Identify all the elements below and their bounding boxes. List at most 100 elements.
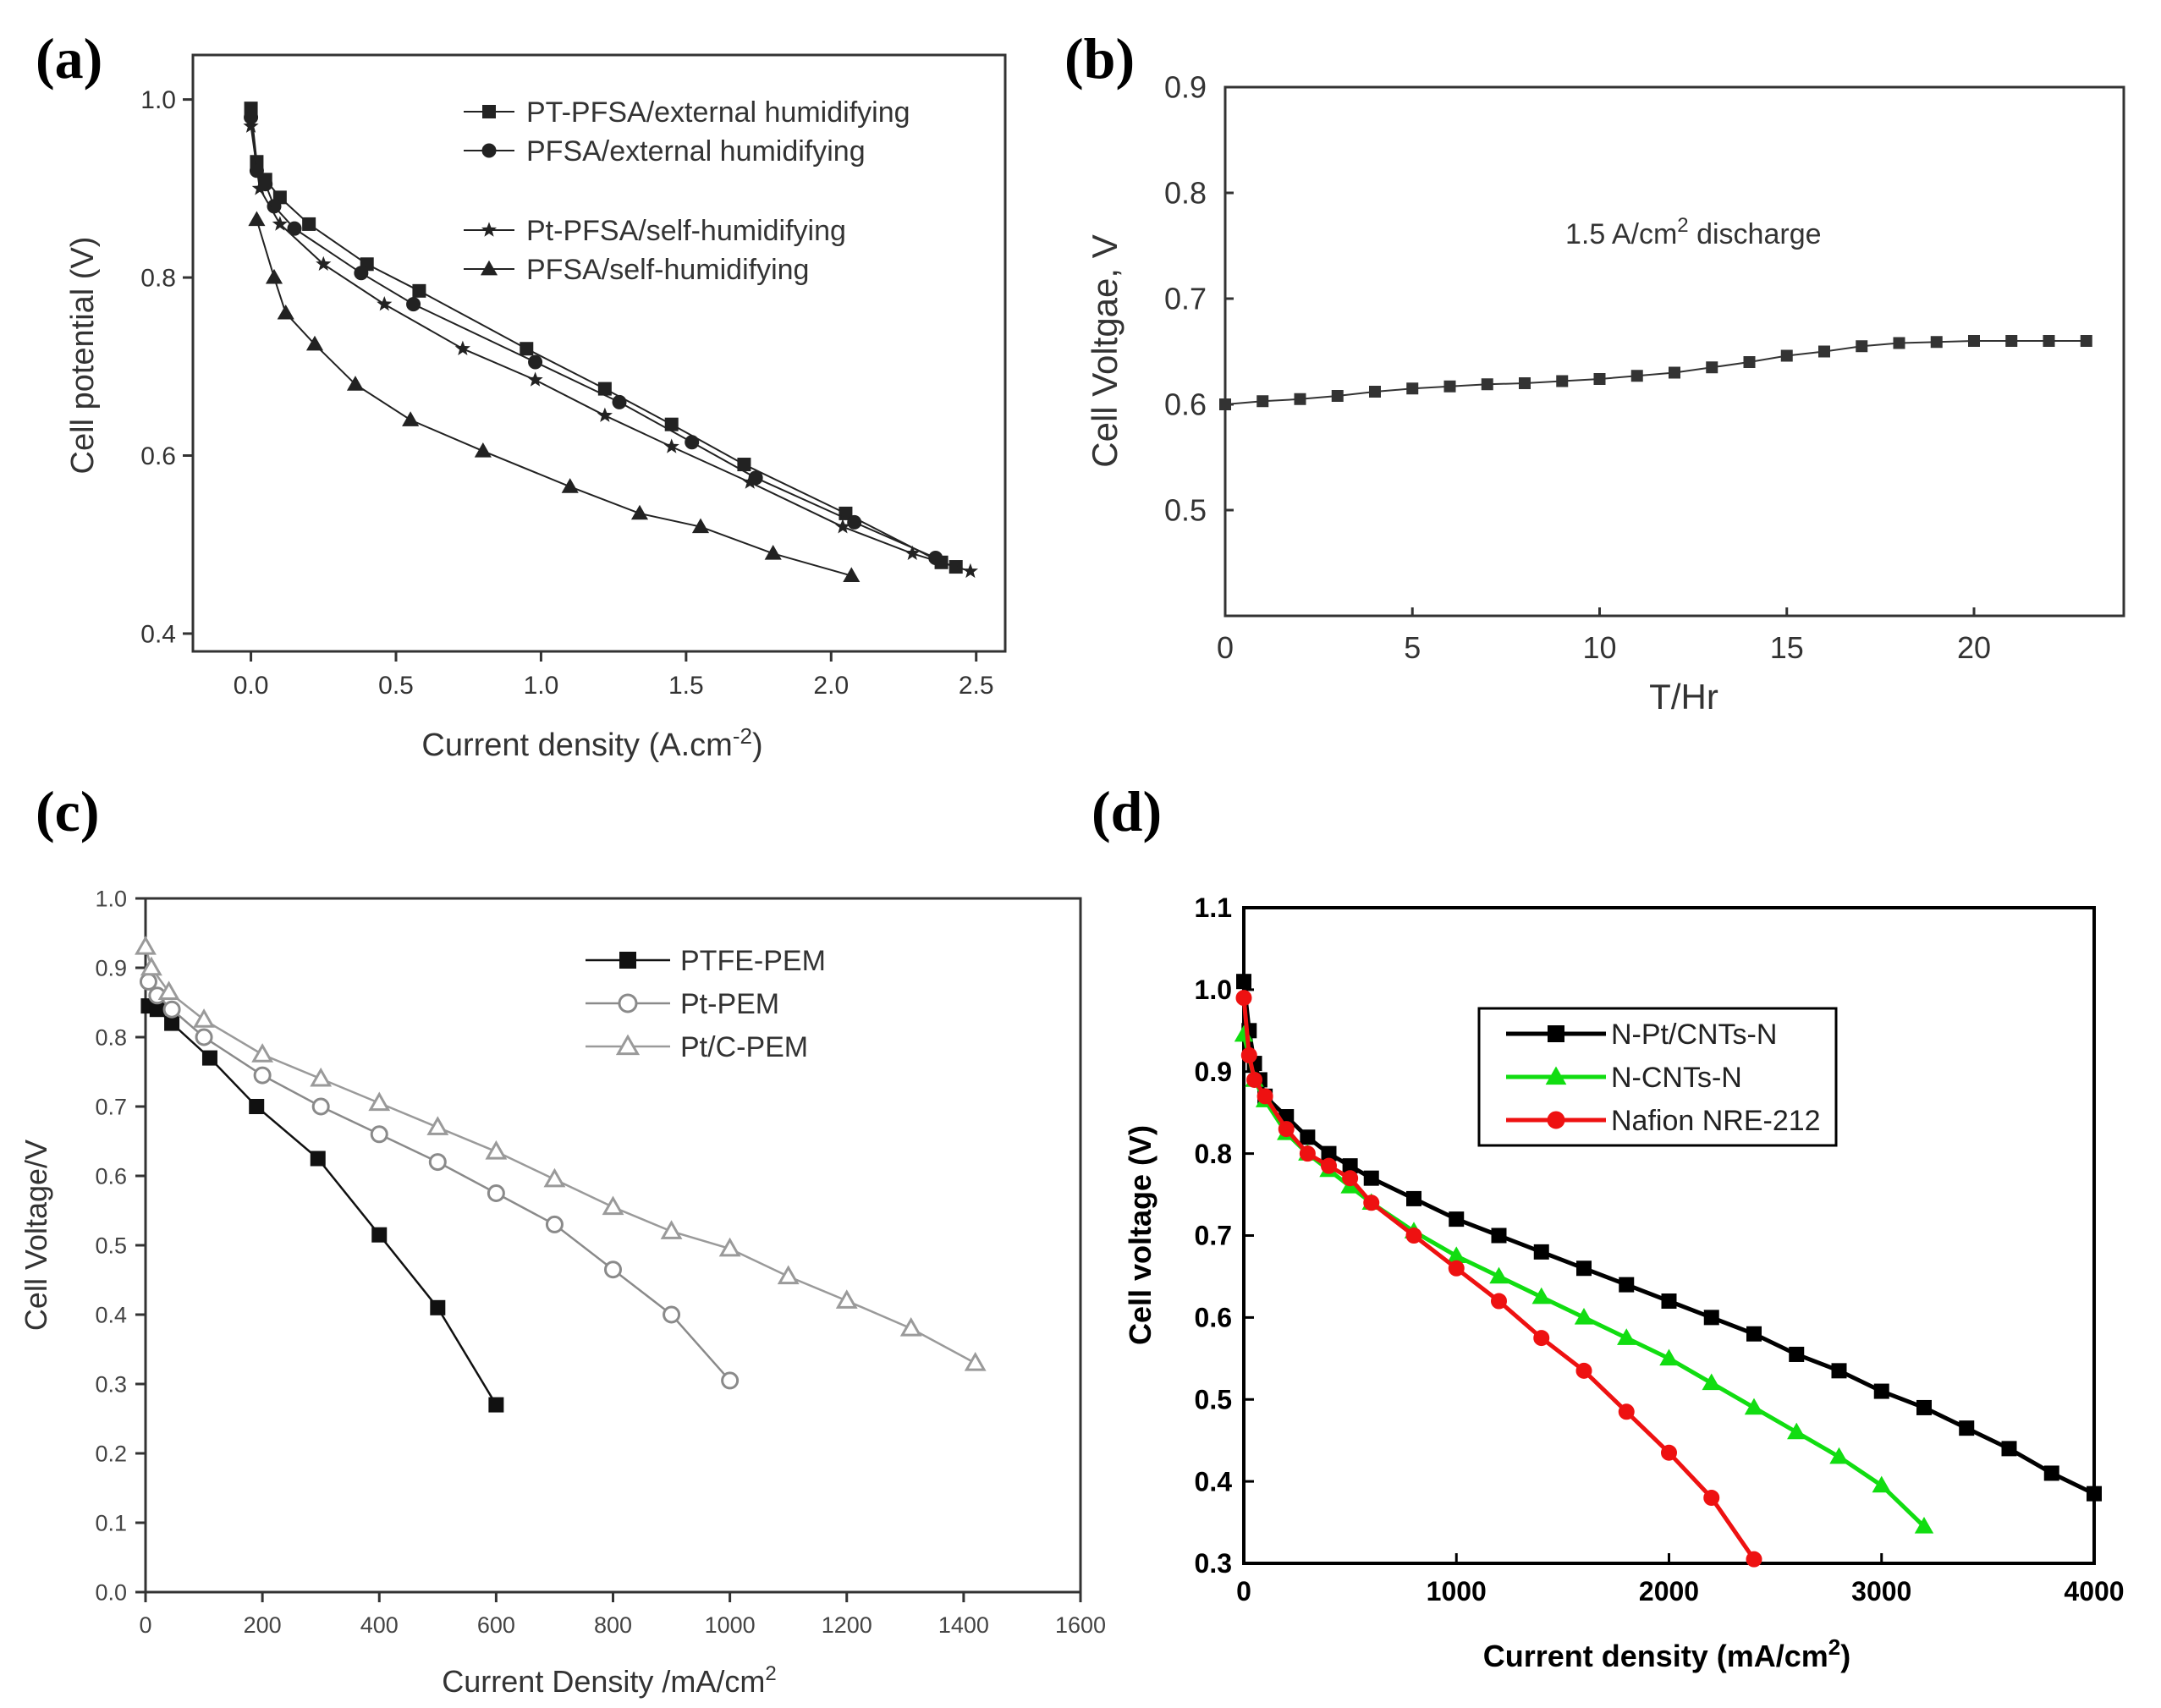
- legend-marker: [1548, 1025, 1564, 1042]
- y-tick-label: 1.0: [95, 886, 127, 911]
- data-point: [1780, 349, 1793, 362]
- series-0: [1236, 974, 2102, 1502]
- x-axis-label: Current Density /mA/cm2: [442, 1662, 776, 1699]
- plot-frame: [1242, 906, 2096, 1565]
- data-point: [2043, 1465, 2059, 1481]
- x-tick-label: 1.5: [668, 672, 704, 700]
- data-point: [691, 518, 710, 534]
- x-tick-label: 0: [139, 1612, 151, 1638]
- y-tick-label: 0.9: [95, 955, 127, 980]
- data-point: [1321, 1145, 1337, 1162]
- series-line: [250, 107, 956, 568]
- data-point: [454, 340, 470, 355]
- data-point: [630, 504, 649, 520]
- series-0: [244, 102, 963, 574]
- data-point: [1556, 375, 1569, 387]
- data-point: [1236, 974, 1251, 990]
- data-point: [487, 1184, 505, 1202]
- legend-label: PT-PFSA/external humidifying: [526, 96, 910, 129]
- data-point: [1787, 1422, 1806, 1440]
- data-point: [843, 567, 861, 582]
- panel-label-a: (a): [36, 26, 103, 91]
- data-point: [1443, 380, 1456, 393]
- data-point: [964, 1352, 987, 1371]
- data-point: [545, 1215, 564, 1233]
- x-tick-label: 2000: [1639, 1576, 1699, 1606]
- x-axis-label: T/Hr: [1649, 677, 1718, 717]
- y-tick-label: 1.1: [1195, 892, 1232, 923]
- data-point: [604, 1260, 622, 1279]
- data-point: [474, 442, 492, 458]
- data-point: [248, 211, 266, 227]
- series-line: [147, 980, 731, 1381]
- data-point: [354, 266, 369, 281]
- data-point: [1856, 340, 1868, 353]
- legend-marker: [481, 222, 498, 237]
- data-point: [287, 221, 302, 236]
- data-point: [899, 1317, 922, 1337]
- x-tick-label: 5: [1404, 630, 1421, 665]
- y-tick-label: 0.6: [95, 1163, 127, 1189]
- data-point: [1300, 1129, 1316, 1145]
- data-point: [305, 335, 324, 351]
- data-point: [663, 438, 679, 453]
- data-point: [1481, 378, 1493, 391]
- y-tick-label: 1.0: [1195, 975, 1232, 1005]
- legend-label: Pt/C-PEM: [680, 1031, 808, 1063]
- x-tick-label: 20: [1957, 630, 1991, 665]
- data-point: [1321, 1157, 1337, 1174]
- legend-label: PFSA/external humidifying: [526, 135, 866, 168]
- y-axis-label: Cell voltage (V): [1123, 1125, 1157, 1345]
- y-tick-label: 0.8: [1164, 176, 1207, 211]
- data-point: [847, 514, 862, 530]
- data-point: [2043, 335, 2055, 347]
- plot-frame: [191, 53, 1007, 653]
- legend-marker: [618, 993, 638, 1013]
- data-point: [277, 304, 294, 320]
- data-point: [1519, 377, 1531, 389]
- data-point: [195, 1028, 213, 1046]
- data-point: [1593, 373, 1606, 385]
- x-tick-label: 1600: [1055, 1612, 1106, 1638]
- data-point: [371, 1227, 388, 1243]
- data-point: [1256, 1088, 1273, 1105]
- data-point: [1619, 1277, 1635, 1293]
- chart-a: 0.4 0.6 0.8 1.0 0.0 0.5 1.0 1.5 2.0 2.5 PT-PFSA/ex…: [65, 53, 1007, 763]
- data-point: [1914, 1517, 1934, 1534]
- data-point: [1240, 1046, 1257, 1063]
- chart-b: 0.5 0.6 0.7 0.8 0.9 0 5 10 15 20 1.5 A/cm2 discha…: [1085, 70, 2125, 717]
- data-point: [1893, 337, 1905, 349]
- data-point: [1491, 1293, 1507, 1310]
- data-point: [426, 1116, 449, 1135]
- legend-label: PFSA/self-humidifying: [526, 254, 809, 286]
- series-line: [250, 117, 937, 559]
- x-tick-label: 600: [477, 1612, 515, 1638]
- legend-marker: [1547, 1111, 1565, 1129]
- data-point: [1618, 1403, 1635, 1420]
- data-point: [1363, 1195, 1380, 1211]
- data-point: [485, 1140, 508, 1160]
- x-tick-label: 0.5: [378, 672, 414, 700]
- y-tick-label: 0.8: [140, 265, 176, 293]
- data-point: [1369, 386, 1381, 398]
- x-tick-label: 4000: [2064, 1576, 2124, 1606]
- data-point: [1669, 366, 1680, 379]
- data-point: [1746, 1326, 1762, 1342]
- data-point: [1294, 393, 1306, 405]
- y-tick-label: 0.4: [140, 620, 176, 648]
- data-point: [272, 216, 288, 231]
- data-point: [1406, 1190, 1421, 1206]
- data-point: [905, 545, 921, 560]
- legend-marker: [481, 143, 497, 158]
- legend-label: N-Pt/CNTs-N: [1611, 1019, 1777, 1051]
- data-point: [1449, 1211, 1465, 1227]
- data-point: [2087, 1486, 2102, 1502]
- data-point: [2005, 335, 2018, 347]
- x-tick-label: 1000: [705, 1612, 756, 1638]
- data-point: [764, 545, 782, 560]
- x-tick-label: 1400: [938, 1612, 989, 1638]
- data-point: [718, 1237, 741, 1257]
- panel-label-d: (d): [1091, 779, 1163, 843]
- x-tick-label: 2.5: [959, 672, 994, 700]
- x-tick-label: 3000: [1851, 1576, 1911, 1606]
